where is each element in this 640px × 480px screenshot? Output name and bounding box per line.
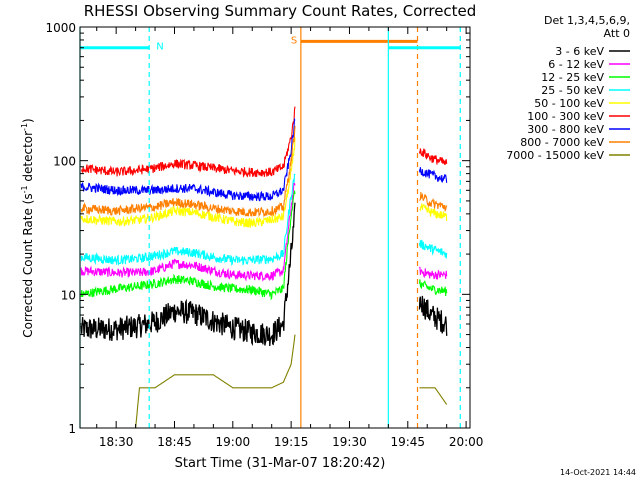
y-tick-label-3: 1000 <box>45 21 76 35</box>
legend-header-line1: Det 1,3,4,5,6,9, <box>544 14 630 27</box>
legend-label-4: 50 - 100 keV <box>534 97 604 110</box>
series-line-7-b <box>419 191 448 213</box>
series-line-7-a <box>80 125 296 218</box>
series-line-8-b <box>419 387 448 405</box>
y-axis-label-end: ) <box>21 118 35 123</box>
y-tick-label-2: 100 <box>53 155 76 169</box>
interval-label-1: S <box>291 35 297 46</box>
x-tick-label-1: 18:45 <box>157 435 192 449</box>
legend-label-2: 12 - 25 keV <box>541 71 604 84</box>
series-line-4-a <box>80 137 296 228</box>
series-line-1-a <box>80 182 296 282</box>
series-line-1-b <box>418 266 448 280</box>
y-axis-label-exp2: -1 <box>20 123 29 131</box>
legend-label-0: 3 - 6 keV <box>555 45 604 58</box>
x-tick-label-3: 19:15 <box>274 435 309 449</box>
y-tick-label-0: 1 <box>68 422 76 436</box>
series-line-5-a <box>80 106 296 178</box>
legend-label-6: 300 - 800 keV <box>527 123 604 136</box>
series-line-5-b <box>418 148 448 166</box>
series-line-8-a <box>81 334 296 428</box>
series-line-2-b <box>418 279 448 297</box>
series-line-3-b <box>418 239 448 259</box>
plot-frame <box>79 26 471 429</box>
series-line-0-a <box>80 202 296 347</box>
x-tick-label-5: 19:45 <box>390 435 425 449</box>
legend-header-line2: Att 0 <box>604 27 630 40</box>
y-axis-label-main: Corrected Count Rate (s <box>21 193 35 337</box>
x-axis-label: Start Time (31-Mar-07 18:20:42) <box>175 456 386 471</box>
legend-label-3: 25 - 50 keV <box>541 84 604 97</box>
y-tick-label-1: 10 <box>61 288 76 302</box>
legend-label-1: 6 - 12 keV <box>548 58 604 71</box>
legend-label-7: 800 - 7000 keV <box>520 136 604 149</box>
x-tick-label-2: 19:00 <box>216 435 251 449</box>
x-tick-label-6: 20:00 <box>449 435 484 449</box>
x-tick-label-0: 18:30 <box>99 435 134 449</box>
series-line-6-a <box>80 117 296 202</box>
series-line-0-b <box>418 295 448 336</box>
y-axis-label: Corrected Count Rate (s-1 detector-1) <box>20 118 35 337</box>
legend-label-8: 7000 - 15000 keV <box>506 149 604 162</box>
y-axis-label-exp1: -1 <box>20 185 29 193</box>
x-tick-label-4: 19:30 <box>332 435 367 449</box>
footer-date: 14-Oct-2021 14:44 <box>560 468 636 477</box>
legend-label-5: 100 - 300 keV <box>527 110 604 123</box>
chart-title: RHESSI Observing Summary Count Rates, Co… <box>84 2 477 20</box>
series-line-4-b <box>419 203 448 222</box>
series-line-6-b <box>418 167 448 183</box>
series-line-3-a <box>80 173 296 267</box>
series-line-2-a <box>80 190 296 301</box>
interval-label-0: N <box>156 42 163 53</box>
y-axis-label-mid: detector <box>21 131 35 186</box>
